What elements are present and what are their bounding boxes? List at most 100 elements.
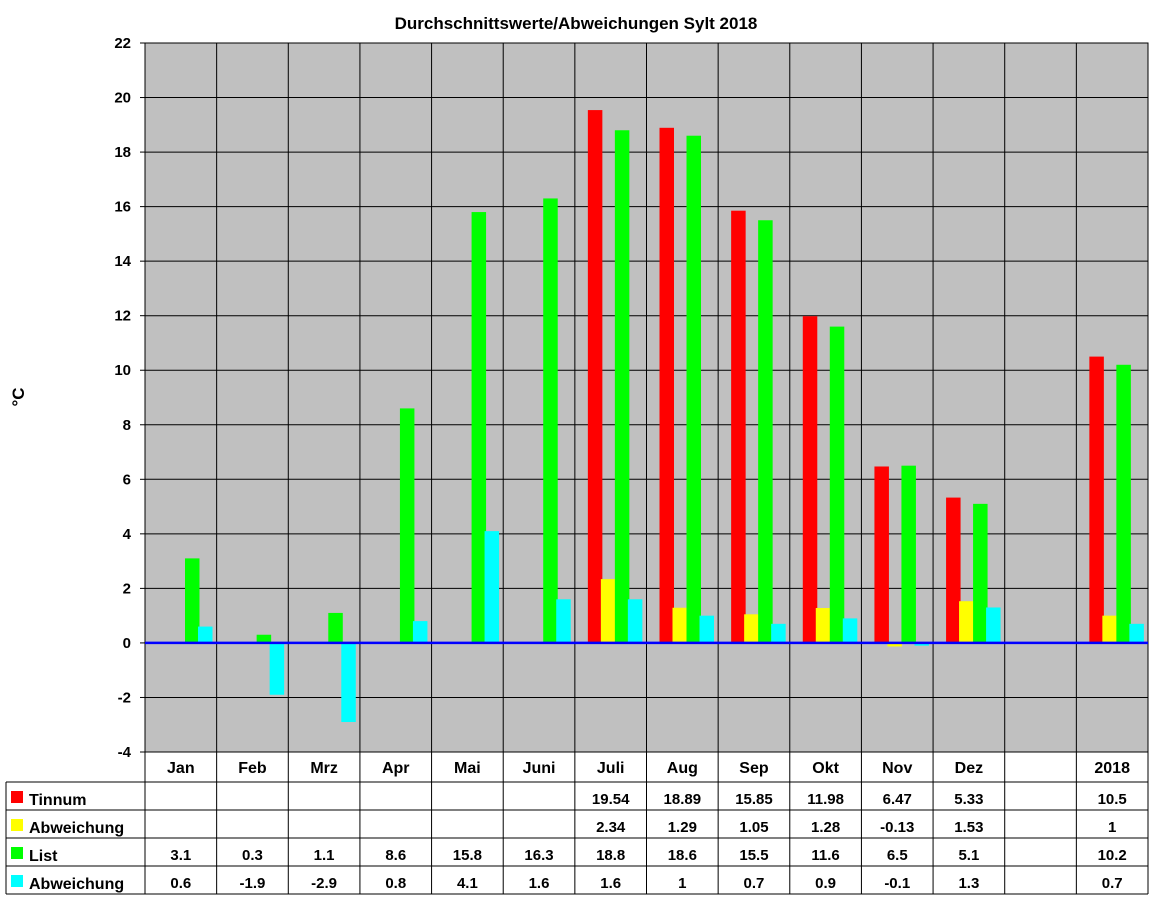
y-tick-label: 10 (114, 362, 131, 379)
y-tick-label: 2 (123, 580, 131, 597)
data-label: 18.8 (596, 847, 625, 864)
data-label: 1.29 (668, 819, 697, 836)
bar (699, 615, 714, 643)
y-tick-label: 16 (114, 199, 131, 216)
category-label: Mrz (310, 760, 338, 777)
category-label: Aug (667, 760, 698, 777)
bar (328, 612, 343, 643)
bar (758, 220, 773, 643)
y-tick-label: 6 (123, 471, 131, 488)
data-label: 18.89 (664, 791, 702, 808)
bar (887, 642, 902, 647)
bar (614, 130, 630, 643)
bar (829, 326, 845, 643)
bar (341, 642, 356, 723)
data-label: 6.5 (887, 847, 908, 864)
category-label: 2018 (1094, 760, 1130, 777)
bar (959, 601, 974, 643)
data-label: -0.1 (884, 875, 910, 892)
category-label: Okt (812, 760, 839, 777)
legend-label: Abweichung (29, 876, 124, 893)
category-label: Apr (382, 760, 410, 777)
y-tick-label: -4 (118, 744, 132, 761)
data-label: 10.5 (1098, 791, 1127, 808)
y-axis-label: °C (9, 387, 28, 406)
data-label: 0.7 (744, 875, 765, 892)
y-tick-label: 4 (123, 526, 132, 543)
bar (399, 408, 415, 643)
bar (731, 210, 746, 643)
data-label: 0.3 (242, 847, 263, 864)
data-label: 2.34 (596, 819, 626, 836)
data-label: 10.2 (1098, 847, 1127, 864)
bar (556, 599, 571, 643)
data-label: 11.98 (807, 791, 844, 808)
y-tick-label: -2 (118, 689, 131, 706)
data-label: 15.85 (735, 791, 773, 808)
bar (815, 608, 831, 643)
bar (256, 634, 272, 643)
legend-label: List (29, 848, 58, 865)
y-axis: -4 -2 0 2 4 6 8 10 12 14 16 18 20 22 (114, 35, 145, 761)
y-tick-label: 22 (114, 35, 131, 52)
bars (185, 110, 1144, 723)
data-label: 5.1 (958, 847, 979, 864)
data-label: 4.1 (457, 875, 478, 892)
bar (842, 618, 858, 643)
data-label: -2.9 (311, 875, 337, 892)
bar (543, 198, 558, 643)
category-label: Juli (597, 760, 625, 777)
bar (412, 621, 428, 643)
category-label: Dez (955, 760, 983, 777)
data-label: 19.54 (592, 791, 630, 808)
bar (672, 607, 687, 643)
bar (744, 614, 759, 643)
data-label: 8.6 (385, 847, 406, 864)
category-label: Nov (882, 760, 912, 777)
bar (771, 623, 786, 643)
bar (659, 127, 674, 643)
data-label: 1.3 (958, 875, 979, 892)
data-label: -0.13 (880, 819, 914, 836)
legend-swatch (11, 819, 23, 831)
data-label: 1.28 (811, 819, 840, 836)
data-table: Jan Feb Mrz Apr Mai Juni Juli Aug Sep Okt Nov Dez 20… (5, 752, 1149, 895)
bar (986, 607, 1001, 643)
data-label: 1.6 (529, 875, 550, 892)
chart-title: Durchschnittswerte/Abweichungen Sylt 201… (395, 14, 758, 33)
data-label: 1 (1108, 819, 1116, 836)
bar (587, 110, 603, 643)
legend-swatch (11, 847, 23, 859)
bar (686, 135, 701, 643)
data-label: 1.53 (954, 819, 983, 836)
bar (627, 599, 643, 643)
bar (484, 531, 500, 643)
legend-swatch (11, 875, 23, 887)
data-label: 0.7 (1102, 875, 1123, 892)
bar (1102, 615, 1117, 643)
bar (874, 466, 889, 643)
data-label: 0.9 (815, 875, 836, 892)
data-label: 11.6 (811, 847, 839, 864)
data-label: 15.5 (739, 847, 768, 864)
bar (185, 558, 200, 643)
bar (946, 497, 961, 643)
data-label: -1.9 (240, 875, 266, 892)
bar (269, 642, 285, 695)
bar (901, 465, 916, 643)
y-tick-label: 12 (114, 308, 131, 325)
data-label: 0.6 (170, 875, 191, 892)
bar (914, 642, 929, 646)
bar (471, 212, 487, 643)
bar (198, 626, 213, 643)
bar (802, 316, 818, 643)
data-label: 1.05 (739, 819, 768, 836)
bar (1089, 356, 1104, 643)
data-label: 6.47 (883, 791, 912, 808)
grid-lines (145, 42, 1148, 753)
y-tick-label: 14 (114, 253, 131, 270)
y-tick-label: 20 (114, 90, 131, 107)
y-tick-label: 0 (123, 635, 131, 652)
data-label: 3.1 (170, 847, 191, 864)
data-label: 1.6 (600, 875, 621, 892)
